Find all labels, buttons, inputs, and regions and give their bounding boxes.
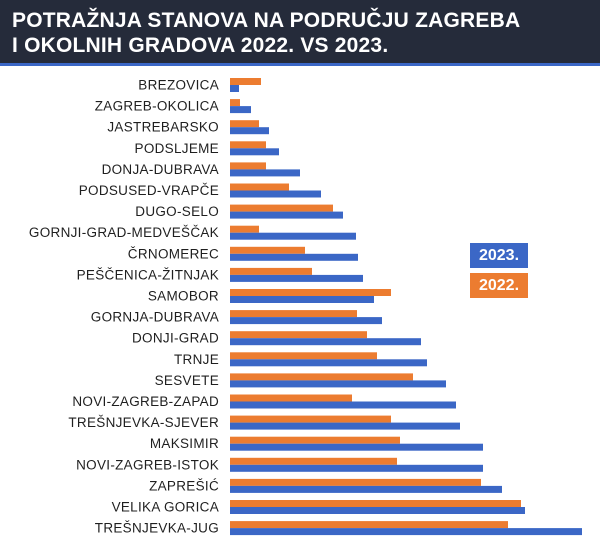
bar-2022 [230, 394, 352, 402]
bar-2023 [230, 338, 421, 346]
bar-2022 [230, 457, 397, 465]
bar-2023 [230, 443, 483, 451]
bar-2022 [230, 204, 333, 212]
chart-title-line-1: POTRAŽNJA STANOVA NA PODRUČJU ZAGREBA [12, 9, 521, 32]
chart-header: POTRAŽNJA STANOVA NA PODRUČJU ZAGREBA I … [0, 0, 600, 66]
bar-chart: BREZOVICA ZAGREB-OKOLICA JASTREBARSKO PODSL… [29, 78, 582, 536]
bar-2022 [230, 78, 261, 85]
category-label: DONJI-GRAD [132, 331, 219, 346]
bar-2023 [230, 528, 582, 536]
bar-2022 [230, 500, 521, 507]
category-label: DONJA-DUBRAVA [102, 162, 219, 177]
category-label: TREŠNJEVKA-JUG [95, 521, 219, 536]
bar-2022 [230, 373, 413, 381]
category-label: GORNJI-GRAD-MEDVEŠČAK [29, 225, 219, 240]
chart-title-line-2: I OKOLNIH GRADOVA 2022. VS 2023. [12, 34, 389, 57]
bar-2023 [230, 190, 321, 198]
category-label: SESVETE [155, 373, 219, 388]
category-label: NOVI-ZAGREB-ZAPAD [72, 394, 219, 409]
bar-2022 [230, 141, 266, 149]
category-label: PODSUSED-VRAPČE [79, 183, 219, 198]
bar-2023 [230, 296, 374, 303]
bar-2023 [230, 507, 525, 514]
bar-2022 [230, 521, 508, 529]
bar-2022 [230, 478, 481, 486]
bar-2022 [230, 246, 305, 254]
bar-2022 [230, 183, 289, 191]
bar-2023 [230, 380, 446, 388]
bar-2022 [230, 99, 240, 107]
chart-area: BREZOVICA ZAGREB-OKOLICA JASTREBARSKO PODSL… [0, 66, 600, 543]
bar-2022 [230, 331, 367, 339]
bar-2022 [230, 162, 266, 170]
legend-2022-label: 2022. [478, 276, 520, 294]
bar-2023 [230, 317, 382, 325]
bar-2023 [230, 464, 483, 472]
bar-2023 [230, 253, 358, 261]
category-label: TRNJE [174, 352, 219, 367]
legend-2023-label: 2023. [478, 246, 520, 264]
bar-2023 [230, 106, 251, 114]
category-label: VELIKA GORICA [112, 500, 219, 515]
category-label: ČRNOMEREC [128, 246, 219, 261]
bar-2023 [230, 422, 460, 430]
legend-2022: 2022. [470, 273, 528, 298]
bar-2023 [230, 169, 300, 177]
bar-2022 [230, 225, 259, 233]
bar-2022 [230, 289, 391, 296]
bar-2023 [230, 232, 356, 240]
bar-2023 [230, 211, 343, 219]
category-label: GORNJA-DUBRAVA [91, 310, 219, 325]
category-label: TREŠNJEVKA-SJEVER [68, 415, 219, 430]
category-label: NOVI-ZAGREB-ISTOK [76, 457, 219, 472]
bar-2023 [230, 485, 502, 493]
category-label: MAKSIMIR [150, 436, 219, 451]
bar-2022 [230, 267, 312, 275]
bar-2023 [230, 127, 269, 135]
bar-2023 [230, 148, 279, 156]
category-label: JASTREBARSKO [107, 120, 219, 135]
category-label: BREZOVICA [138, 78, 219, 93]
bar-2022 [230, 352, 377, 360]
bar-2023 [230, 359, 427, 367]
category-label: DUGO-SELO [135, 204, 219, 219]
bar-2022 [230, 436, 400, 444]
bar-2022 [230, 120, 259, 128]
bar-2022 [230, 415, 391, 423]
legend-2023: 2023. [470, 243, 528, 268]
category-label: SAMOBOR [148, 289, 219, 304]
bar-2023 [230, 401, 456, 409]
bar-2023 [230, 274, 363, 282]
category-label: PODSLJEME [135, 141, 219, 156]
category-label: ZAPREŠIĆ [149, 478, 219, 493]
bar-2023 [230, 85, 239, 92]
category-label: ZAGREB-OKOLICA [95, 99, 219, 114]
category-label: PEŠČENICA-ŽITNJAK [77, 267, 219, 282]
bar-2022 [230, 310, 357, 318]
